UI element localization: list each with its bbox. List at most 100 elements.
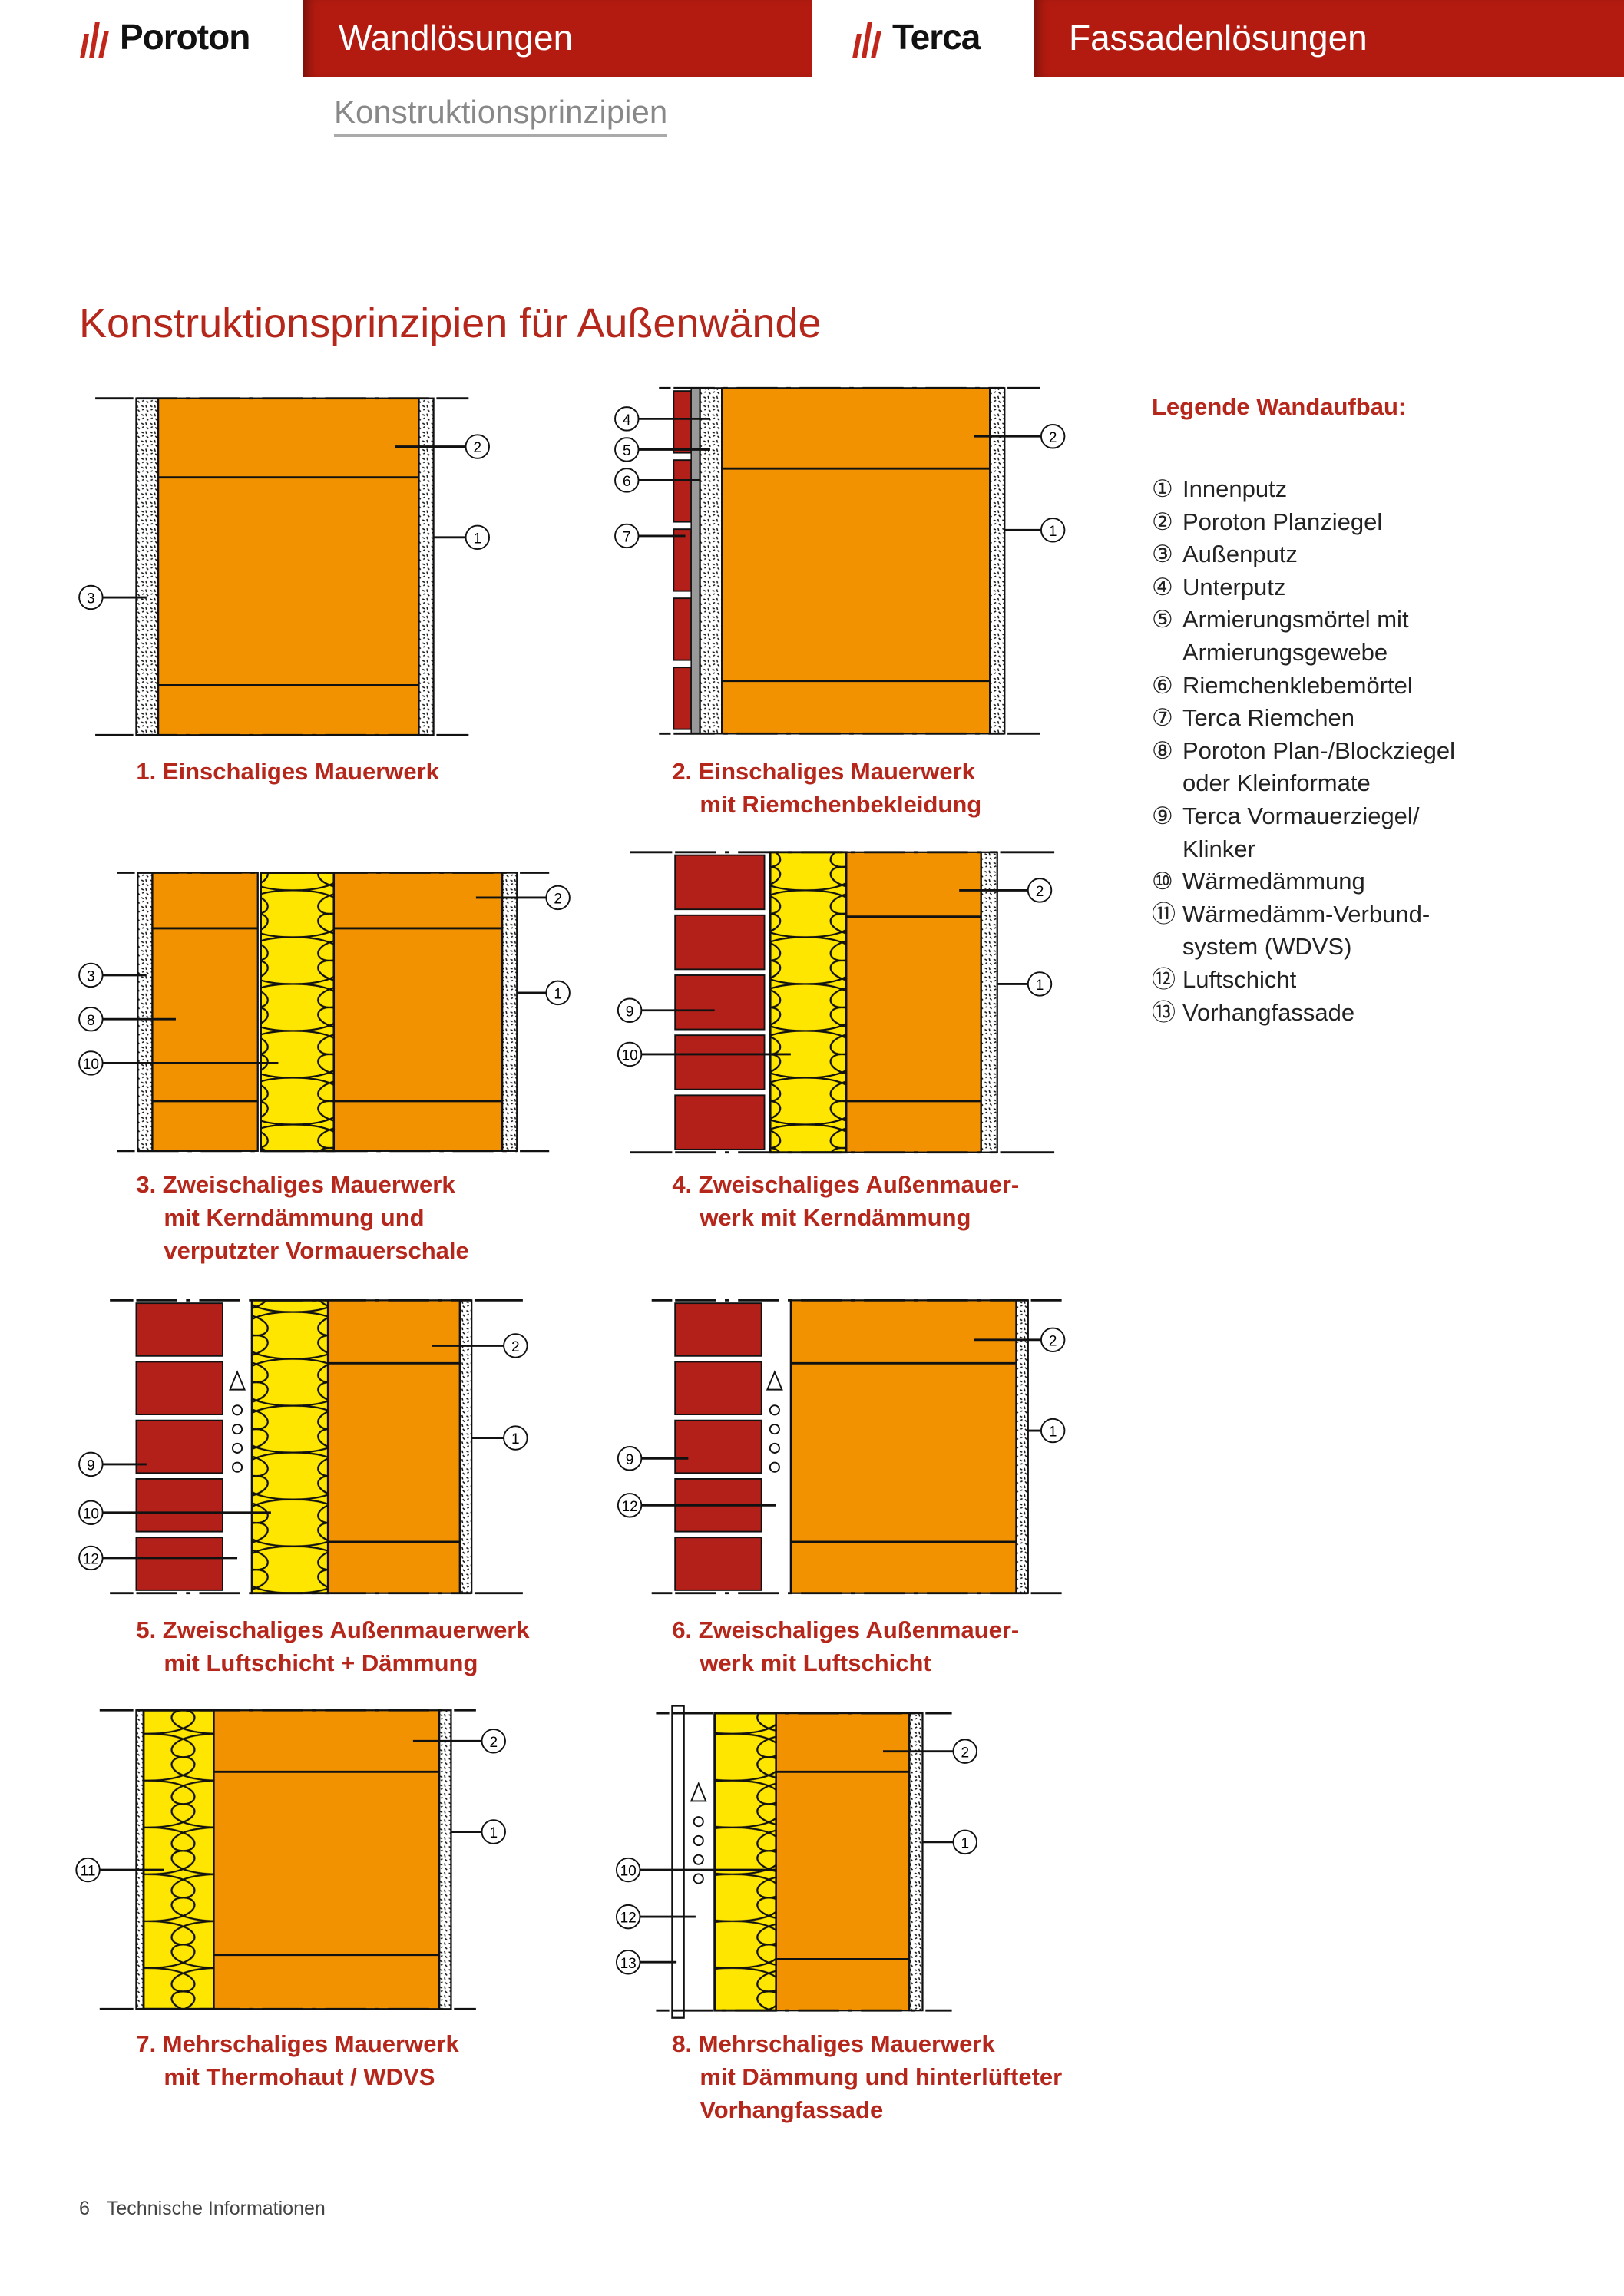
brick-layer	[775, 1712, 911, 2012]
diagram-caption-3: 3. Zweischaliges Mauerwerk mit Kerndämmun…	[136, 1168, 468, 1267]
plaster-layer	[699, 387, 723, 735]
diagram-caption-4: 4. Zweischaliges Außenmauer-werk mit Ker…	[672, 1168, 1019, 1234]
legend-heading: Legende Wandaufbau:	[1152, 393, 1407, 420]
callout-number: 1	[961, 1835, 969, 1851]
callout-number: 12	[620, 1911, 637, 1927]
callout-number: 2	[554, 892, 562, 908]
brick-layer	[327, 1299, 461, 1594]
facing-brick	[135, 1537, 223, 1591]
brick-slip	[673, 528, 693, 592]
callout-number: 6	[623, 474, 631, 490]
callout-number: 1	[1036, 978, 1044, 994]
callout-number: 7	[623, 530, 631, 546]
insulation-layer	[769, 851, 848, 1154]
wall-diagram-7: 11 2 1	[75, 1709, 506, 2010]
legend-text: Poroton Planziegel	[1182, 508, 1383, 535]
facing-brick	[674, 914, 766, 971]
caption-line: Vorhangfassade	[700, 2096, 884, 2124]
facing-brick	[674, 1094, 766, 1150]
callout-number: 1	[1049, 1424, 1057, 1441]
legend-list: ① Innenputz ② Poroton Planziegel ③ Außenputz ④…	[1152, 473, 1455, 1029]
tab-wandloesungen[interactable]: Wandlösungen	[303, 0, 812, 77]
callout-number: 2	[1049, 430, 1057, 446]
page-footer: 6 Technische Informationen	[79, 2198, 326, 2220]
callout-number: 2	[489, 1735, 498, 1751]
callout-number: 10	[621, 1048, 637, 1064]
legend-item: ② Poroton Planziegel	[1152, 506, 1455, 539]
diagram-caption-6: 6. Zweischaliges Außenmauer-werk mit Luf…	[672, 1613, 1019, 1679]
callout-marker	[503, 1333, 528, 1358]
brick-slip	[673, 667, 693, 730]
legend-number	[1152, 637, 1182, 670]
callout-marker	[481, 1729, 506, 1754]
facing-brick	[674, 1302, 762, 1357]
brick-layer	[157, 397, 420, 736]
callout-marker	[78, 962, 104, 988]
page-title: Konstruktionsprinzipien für Außenwände	[79, 300, 822, 346]
plaster-layer	[418, 397, 435, 736]
callout-marker	[1040, 424, 1066, 449]
brick-layer	[151, 872, 259, 1152]
callout-marker	[615, 1857, 641, 1883]
wall-diagram-3: 3 8 10 2 1	[78, 872, 571, 1153]
legend-text: Klinker	[1182, 835, 1255, 862]
caption-line: mit Dämmung und hinterlüfteter	[700, 2063, 1063, 2091]
brick-layer	[213, 1709, 441, 2010]
plaster-layer	[908, 1712, 924, 2012]
plaster-layer	[1015, 1299, 1029, 1594]
callout-marker	[465, 524, 490, 551]
callout-number: 2	[961, 1745, 969, 1761]
legend-number: ⑨	[1152, 802, 1173, 829]
legend-number: ⑪	[1152, 900, 1176, 928]
callout-marker	[481, 1819, 506, 1844]
callout-number: 1	[1049, 524, 1057, 540]
facing-brick	[135, 1361, 223, 1416]
facing-brick	[674, 1361, 762, 1416]
terca-logo-icon	[852, 22, 881, 58]
facade-panel	[671, 1705, 685, 2019]
footer-text: Technische Informationen	[106, 2198, 326, 2219]
callout-marker	[545, 980, 571, 1006]
callout-marker	[1040, 1418, 1066, 1444]
legend-item: Klinker	[1152, 833, 1455, 866]
caption-line: 1. Einschaliges Mauerwerk	[136, 758, 439, 786]
brick-layer	[332, 872, 504, 1152]
tab-fassadenloesungen[interactable]: Fassadenlösungen	[1034, 0, 1624, 77]
diagram-caption-1: 1. Einschaliges Mauerwerk	[136, 755, 439, 788]
callout-marker	[78, 1500, 104, 1526]
brick-layer	[845, 851, 982, 1153]
legend-number: ①	[1152, 475, 1173, 502]
callout-marker	[78, 584, 104, 610]
legend-item: ⑪ Wärmedämm-Verbund-	[1152, 898, 1455, 931]
callout-marker	[78, 1545, 104, 1571]
legend-text: oder Kleinformate	[1182, 769, 1371, 797]
legend-number: ④	[1152, 573, 1173, 600]
caption-line: 5. Zweischaliges Außenmauerwerk	[136, 1616, 530, 1643]
section-subtitle[interactable]: Konstruktionsprinzipien	[334, 94, 668, 137]
callout-number: 2	[511, 1339, 520, 1355]
legend-text: Luftschicht	[1182, 965, 1297, 993]
callout-marker	[617, 1493, 643, 1518]
facing-brick	[135, 1419, 223, 1474]
caption-line: 2. Einschaliges Mauerwerk	[672, 758, 975, 786]
reinforcement-layer	[690, 387, 701, 735]
legend-number	[1152, 833, 1182, 866]
callout-number: 1	[489, 1825, 498, 1841]
callout-number: 2	[1036, 884, 1044, 900]
legend-item: ⑫ Luftschicht	[1152, 964, 1455, 997]
legend-text: system (WDVS)	[1182, 933, 1352, 961]
plaster-layer	[438, 1709, 452, 2010]
caption-line: 3. Zweischaliges Mauerwerk	[136, 1170, 455, 1198]
diagram-caption-2: 2. Einschaliges Mauerwerk mit Riemchenbek…	[672, 755, 981, 821]
page-number: 6	[79, 2198, 90, 2219]
legend-text: Armierungsgewebe	[1182, 638, 1388, 666]
insulation-layer	[713, 1712, 778, 2012]
legend-number: ⑥	[1152, 671, 1173, 699]
legend-number: ③	[1152, 541, 1173, 568]
callout-number: 10	[83, 1057, 99, 1073]
callout-number: 5	[623, 443, 631, 459]
callout-marker	[614, 437, 640, 462]
callout-marker	[1040, 1327, 1066, 1353]
tab-label: Fassadenlösungen	[1069, 18, 1368, 58]
callout-marker	[545, 885, 571, 911]
